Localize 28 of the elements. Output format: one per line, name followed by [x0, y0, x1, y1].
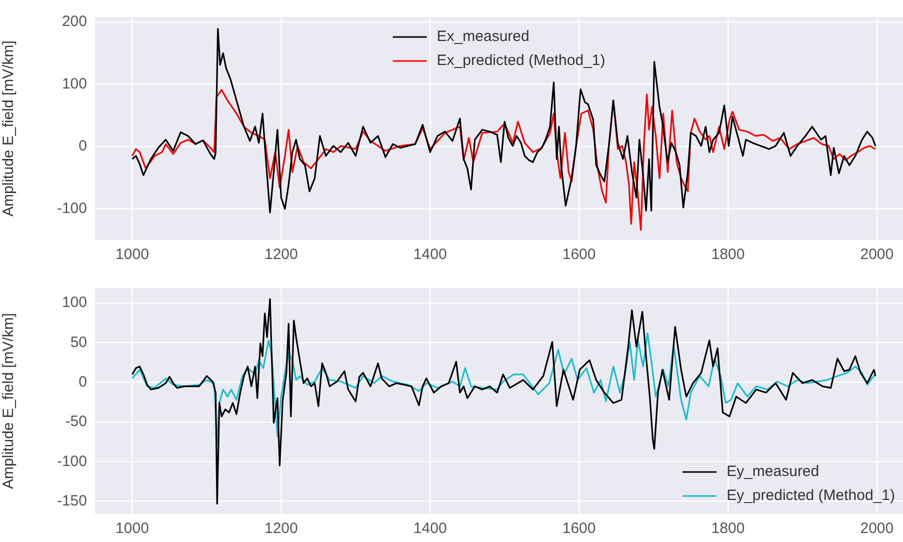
y-tick-label: -150: [56, 492, 87, 510]
y-axis-title: Amplitude E_field [mV/km]: [0, 40, 18, 216]
y-tick-label: 200: [62, 13, 87, 30]
legend-label: Ex_measured: [436, 28, 530, 46]
x-tick-label: 1800: [711, 520, 745, 538]
y-tick-label: 0: [78, 138, 87, 155]
y-tick-label: 100: [62, 75, 87, 92]
x-tick-label: 1600: [562, 520, 596, 538]
x-tick-label: 1000: [116, 520, 149, 538]
x-tick-label: 1200: [264, 520, 298, 538]
x-tick-label: 1200: [264, 246, 298, 264]
x-tick-label: 2000: [860, 520, 894, 538]
y-tick-label: 100: [62, 294, 87, 312]
x-tick-label: 2000: [860, 246, 894, 264]
y-tick-label: -100: [56, 200, 87, 217]
y-tick-label: 0: [78, 374, 87, 391]
x-tick-label: 1400: [413, 520, 447, 538]
y-axis-title: Amplitude E_field [mV/km]: [0, 313, 18, 489]
x-tick-label: 1000: [116, 246, 149, 264]
legend-label: Ey_measured: [726, 463, 820, 480]
legend-label: Ex_predicted (Method_1): [436, 52, 606, 70]
legend-label: Ey_predicted (Method_1): [726, 487, 896, 504]
x-tick-label: 1400: [413, 246, 447, 264]
x-tick-label: 1800: [711, 246, 745, 264]
y-tick-label: 50: [70, 334, 87, 351]
x-tick-label: 1600: [562, 246, 596, 264]
y-tick-label: -50: [65, 413, 87, 430]
y-tick-label: -100: [56, 452, 87, 470]
